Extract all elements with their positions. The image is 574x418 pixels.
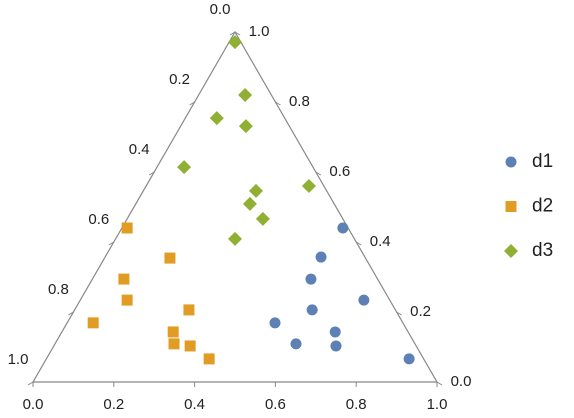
- tick-mark: [355, 241, 362, 246]
- tick-label: 0.2: [169, 71, 190, 88]
- data-point: [238, 119, 253, 134]
- tick-label: 0.2: [103, 396, 124, 413]
- data-point: [242, 196, 257, 211]
- tick-mark: [148, 171, 155, 176]
- tick-mark: [315, 171, 322, 176]
- tick-mark: [275, 101, 281, 106]
- legend-label: d1: [532, 151, 553, 172]
- data-point: [403, 353, 415, 365]
- tick-mark: [189, 101, 195, 106]
- data-point: [183, 304, 195, 316]
- data-point: [118, 273, 130, 285]
- legend-marker: [505, 201, 517, 212]
- legend-marker: [504, 244, 518, 258]
- tick-label: 0.0: [210, 1, 231, 18]
- data-point: [87, 317, 99, 329]
- data-point: [315, 251, 327, 263]
- tick-label: 1.0: [427, 396, 448, 413]
- tick-label: 0.4: [129, 141, 150, 158]
- tick-label: 0.8: [48, 281, 69, 298]
- data-point: [337, 222, 349, 234]
- tick-label: 0.4: [184, 396, 205, 413]
- tick-label: 1.0: [249, 23, 270, 40]
- data-point: [168, 338, 180, 350]
- data-point: [255, 211, 270, 226]
- tick-label: 0.0: [23, 396, 44, 413]
- data-point: [305, 273, 317, 285]
- tick-mark: [396, 311, 402, 316]
- tick-label: 0.6: [265, 396, 286, 413]
- data-point: [228, 35, 242, 50]
- legend-label: d2: [532, 196, 553, 217]
- data-point: [177, 160, 192, 175]
- tick-mark: [68, 311, 74, 316]
- data-point: [121, 222, 133, 234]
- tick-label: 0.6: [88, 211, 109, 228]
- tick-label: 0.0: [451, 373, 472, 390]
- tick-label: 0.2: [410, 303, 431, 320]
- data-point: [330, 340, 342, 352]
- data-point: [203, 353, 215, 365]
- triangle-frame: [31, 30, 439, 383]
- data-point: [238, 88, 253, 102]
- tick-label: 1.0: [8, 351, 29, 368]
- data-point: [209, 111, 224, 126]
- data-point: [301, 179, 316, 193]
- data-point: [329, 326, 341, 338]
- tick-mark: [108, 241, 115, 246]
- data-point: [228, 231, 242, 246]
- tick-mark: [27, 381, 34, 386]
- legend-marker: [505, 156, 517, 168]
- data-point: [269, 317, 281, 329]
- tick-label: 0.8: [289, 93, 310, 110]
- data-point: [306, 304, 318, 316]
- tick-label: 0.6: [329, 163, 350, 180]
- data-point: [164, 252, 176, 264]
- tick-mark: [436, 381, 443, 386]
- tick-label: 0.4: [370, 233, 391, 250]
- tick-label: 0.8: [346, 396, 367, 413]
- data-point: [121, 294, 133, 306]
- data-point: [249, 183, 264, 198]
- data-point: [290, 338, 302, 350]
- data-point: [184, 340, 196, 352]
- tick-mark: [234, 31, 241, 36]
- data-point: [358, 294, 370, 306]
- legend-label: d3: [532, 240, 553, 261]
- tick-mark: [229, 31, 236, 36]
- data-point: [167, 326, 179, 338]
